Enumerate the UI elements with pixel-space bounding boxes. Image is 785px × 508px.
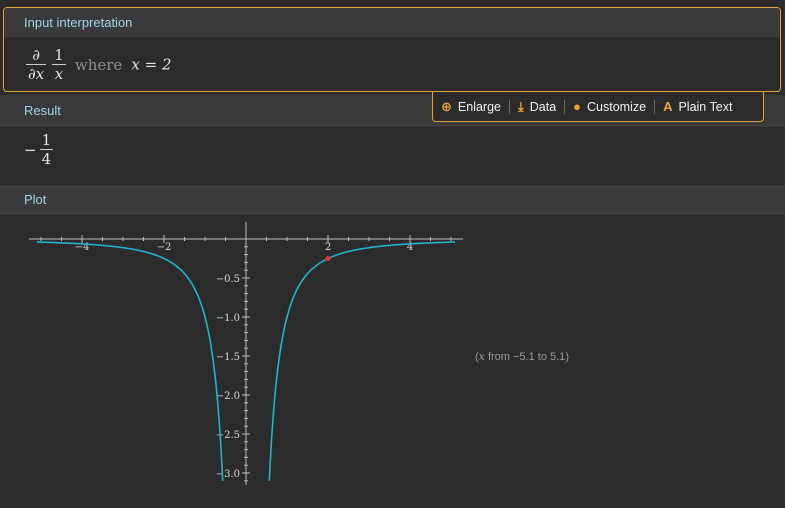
partial-denominator: ∂x	[26, 64, 47, 83]
input-interpretation-pod: Input interpretation ∂ ∂x 1 x where x = …	[3, 7, 781, 92]
result-sign: −	[24, 140, 37, 159]
partial-derivative-operator: ∂ ∂x	[26, 46, 47, 83]
toolbar-divider	[654, 99, 656, 114]
fraction-numerator: 1	[54, 46, 64, 64]
x-tick-label: −4	[75, 242, 90, 253]
range-text: from −5.1 to 5.1	[487, 351, 566, 363]
plain-text-label: Plain Text	[678, 99, 733, 114]
customize-button[interactable]: ● Customize	[565, 92, 654, 121]
condition: x = 2	[131, 55, 172, 74]
pod-toolbar: ⊕ Enlarge ⤓ Data ● Customize A Plain Tex…	[432, 92, 764, 122]
plot-range: (x from −5.1 to 5.1)	[475, 350, 569, 363]
range-variable: x	[478, 350, 485, 363]
plain-text-button[interactable]: A Plain Text	[655, 92, 740, 121]
plot-title: Plot	[24, 192, 47, 207]
y-tick-label: −2.0	[216, 391, 240, 402]
customize-label: Customize	[587, 99, 647, 114]
zoom-in-icon: ⊕	[441, 98, 452, 114]
text-icon: A	[663, 99, 673, 114]
result-denominator: 4	[39, 149, 54, 168]
y-tick-label: −0.5	[216, 274, 240, 285]
where-word: where	[74, 55, 123, 74]
result-numerator: 1	[41, 131, 52, 149]
function-plot[interactable]: −4 −2 2 4 −0.5 −1.0 −1.5 −2.0 −2.5 −3.0	[20, 218, 470, 486]
toolbar-divider	[509, 99, 510, 114]
toolbar-divider	[564, 99, 566, 114]
result-fraction: 1 4	[39, 131, 54, 168]
fraction-denominator: x	[52, 64, 66, 83]
data-button[interactable]: ⤓ Data	[510, 92, 564, 121]
y-tick-label: −1.5	[216, 352, 240, 363]
palette-icon: ●	[573, 99, 582, 114]
partial-numerator: ∂	[32, 46, 40, 64]
data-label: Data	[529, 99, 557, 114]
result-title: Result	[24, 103, 61, 118]
plot-header: Plot	[0, 185, 785, 215]
curve-left-branch	[36, 241, 224, 481]
x-tick-label: −2	[157, 242, 172, 253]
input-expression: ∂ ∂x 1 x where x = 2	[26, 46, 172, 83]
y-tick-label: −1.0	[216, 313, 240, 324]
y-tick-label: −2.5	[216, 430, 240, 441]
y-tick-label: −3.0	[216, 469, 240, 480]
highlighted-point	[325, 255, 331, 262]
curve-right-branch	[268, 241, 456, 481]
x-tick-label: 4	[407, 242, 413, 253]
input-interpretation-title: Input interpretation	[4, 8, 780, 37]
enlarge-button[interactable]: ⊕ Enlarge	[433, 92, 509, 121]
result-value: − 1 4	[24, 131, 54, 168]
enlarge-label: Enlarge	[457, 99, 501, 114]
reciprocal-fraction: 1 x	[52, 46, 66, 83]
download-icon: ⤓	[518, 98, 524, 114]
x-tick-label: 2	[325, 242, 331, 253]
